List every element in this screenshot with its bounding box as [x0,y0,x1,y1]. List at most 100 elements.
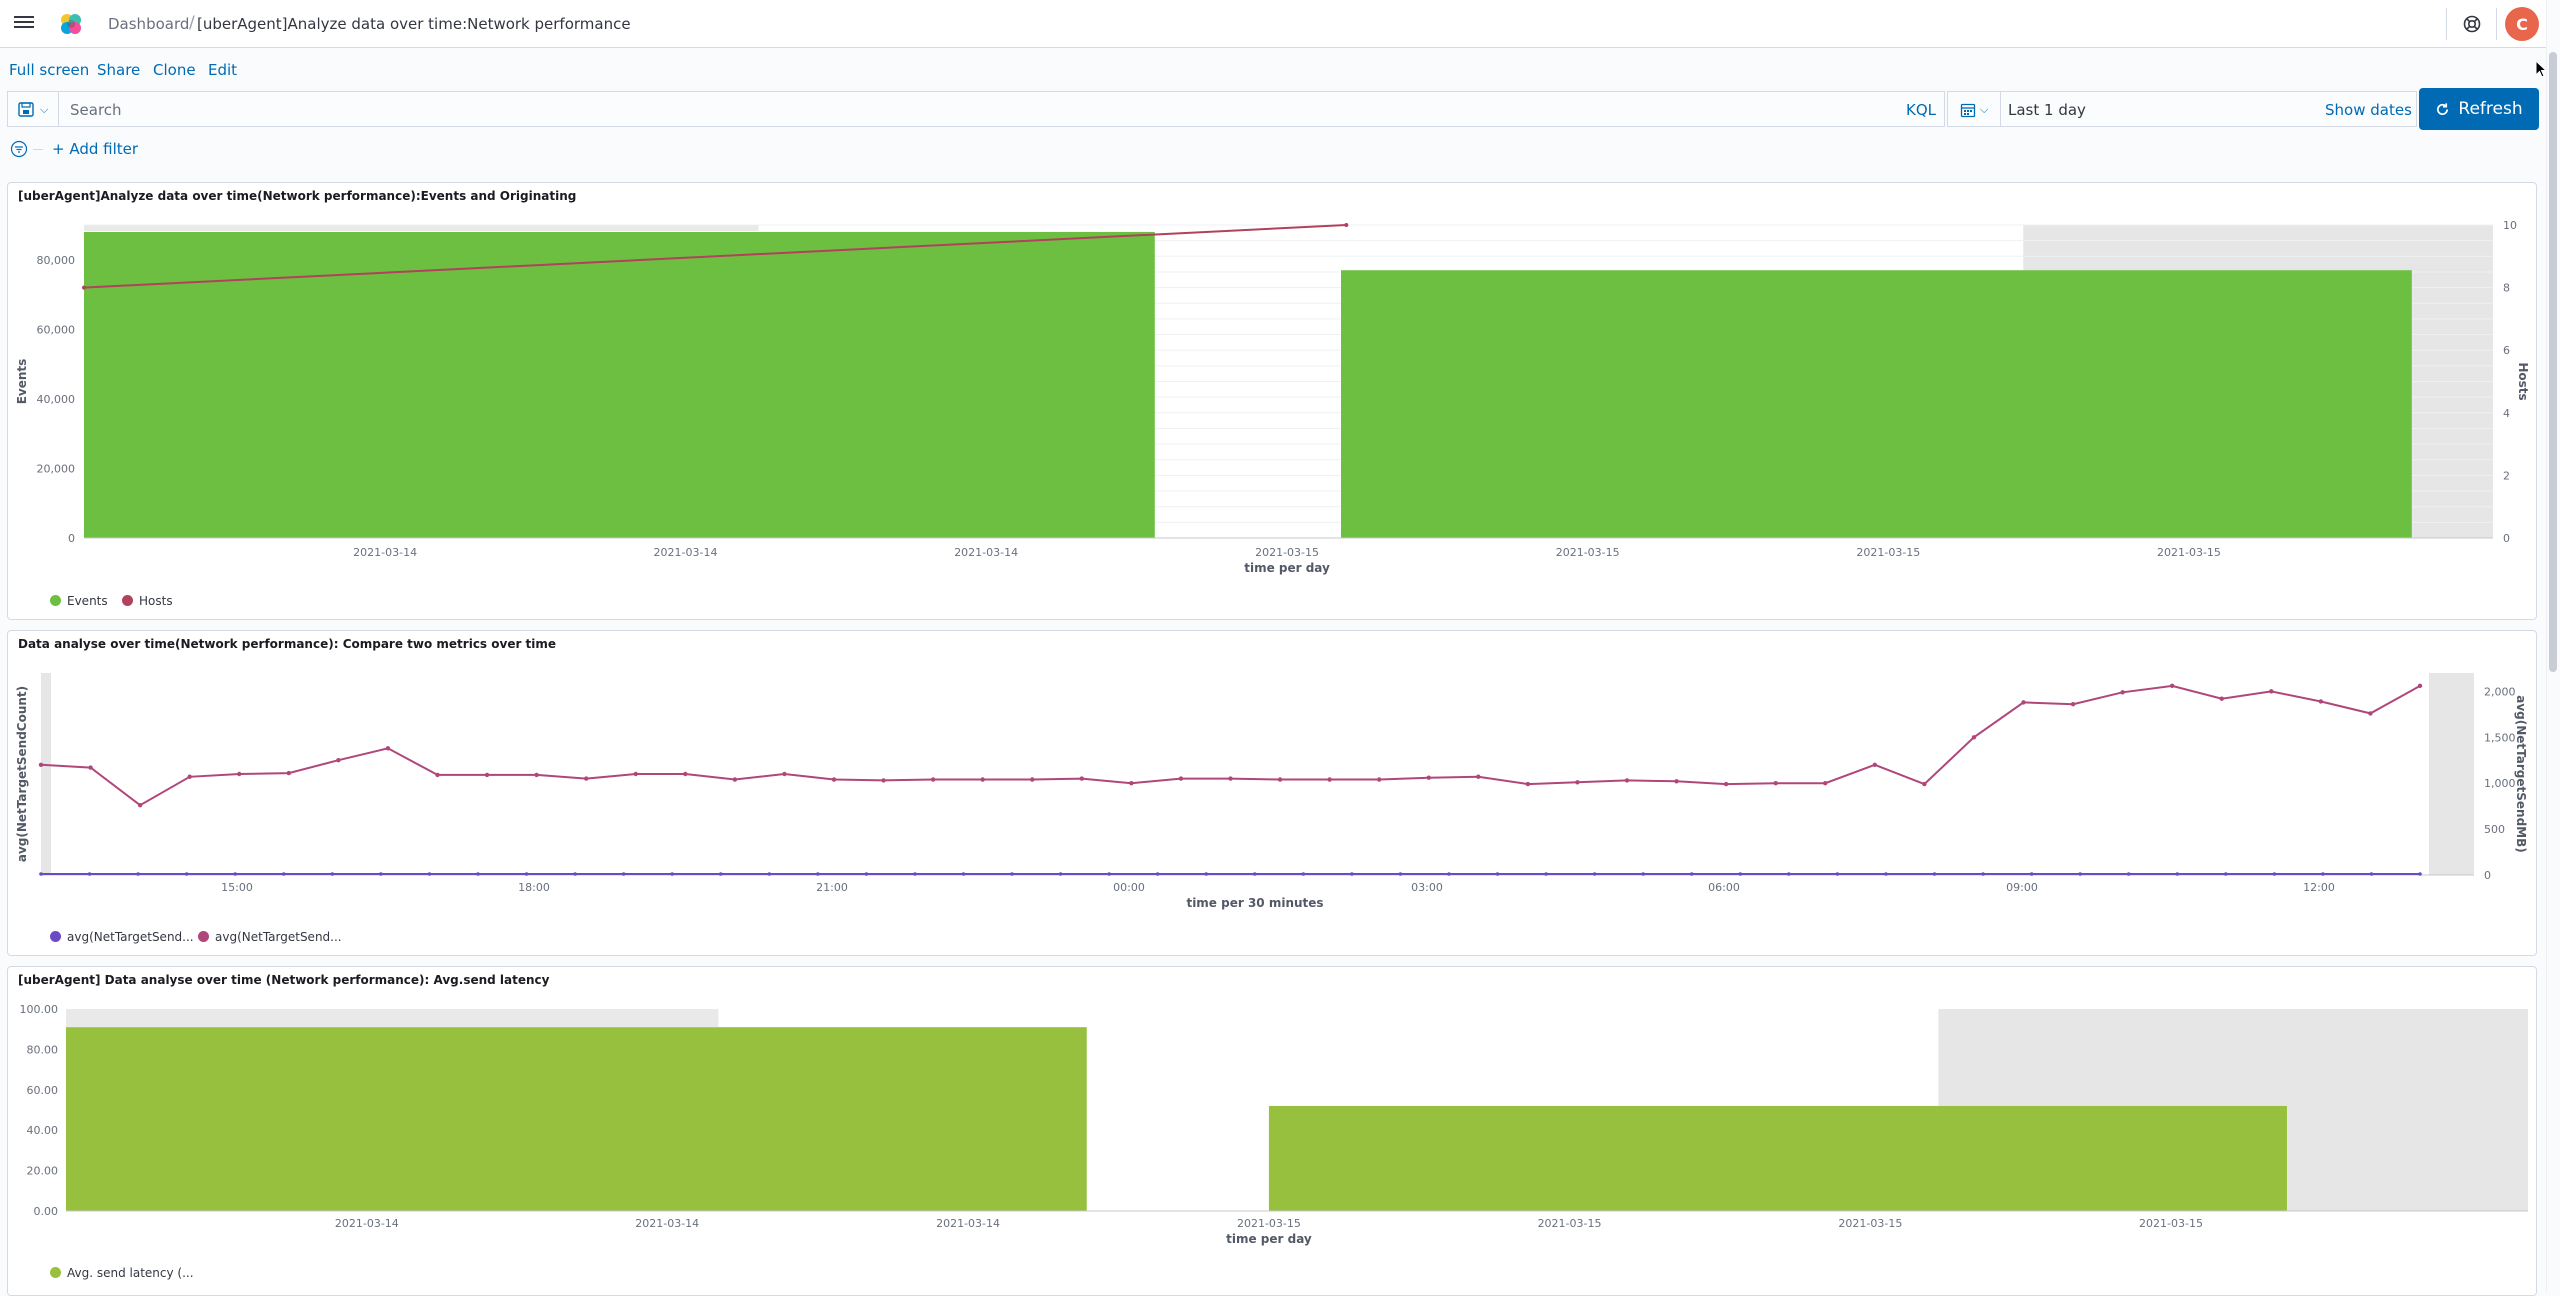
point-send-count [427,872,432,876]
point-send-mb [385,746,391,751]
point-hosts [82,285,86,290]
search-query-bar: ⌵ Search KQL [7,91,1945,127]
point-send-count [1981,872,1985,876]
point-send-count [1884,872,1888,876]
x-tick-label: 03:00 [1411,881,1443,894]
point-send-count [767,872,772,876]
menu-icon[interactable] [14,13,34,33]
point-send-mb [782,771,787,777]
point-send-count [1398,872,1403,876]
point-send-count [524,872,529,876]
point-send-count [136,872,140,876]
scrollbar-thumb[interactable] [2549,52,2557,672]
x-axis-title: time per day [1226,1232,1312,1246]
refresh-label: Refresh [2458,99,2523,119]
help-icon[interactable] [2462,14,2482,34]
compare-metrics-chart: 0 500 1,000 1,500 2,000 15:00 18:00 21:00 00:00 0… [15,673,2528,910]
x-tick-label: 2021-03-14 [635,1217,699,1230]
time-range-value[interactable]: Last 1 day [2008,101,2086,119]
x-tick-label: 15:00 [221,881,253,894]
point-send-mb [435,772,440,778]
y2-tick-label: 4 [2503,407,2510,420]
y2-tick-label: 10 [2503,219,2517,232]
y-tick-label: 20.00 [27,1165,59,1178]
breadcrumb-dashboard[interactable]: Dashboard [108,15,190,33]
y2-tick-label: 1,500 [2484,731,2516,744]
y-tick-label: 60.00 [27,1084,59,1097]
point-send-mb [2318,699,2324,704]
x-tick-label: 2021-03-14 [954,546,1018,559]
show-dates-button[interactable]: Show dates [2325,101,2412,119]
x-tick-label: 2021-03-15 [1838,1217,1902,1230]
panel-title: [uberAgent] Data analyse over time (Netw… [18,973,550,987]
point-send-mb [2219,696,2224,701]
point-send-mb [1575,780,1580,785]
compare-two-metrics-panel: Data analyse over time(Network performan… [7,630,2537,956]
share-link[interactable]: Share [97,61,141,79]
filter-icon[interactable] [10,140,28,158]
point-send-mb [88,765,93,770]
point-send-count [670,872,674,876]
point-send-mb [484,772,490,778]
elastic-logo-icon[interactable] [58,11,84,37]
point-send-mb [1872,762,1878,768]
full-screen-link[interactable]: Full screen [9,61,90,79]
legend-item-send-mb[interactable]: avg(NetTargetSend... [198,930,342,944]
x-tick-label: 2021-03-15 [2157,546,2221,559]
line-avg-net-target-send-mb [40,684,2421,807]
divider [58,92,59,126]
y-tick-label: 80,000 [37,254,76,267]
bar-events-2021-03-14 [84,231,1155,538]
point-send-mb [831,777,837,782]
x-tick-label: 2021-03-15 [1237,1217,1301,1230]
y2-axis-title: avg(NetTargetSendMB) [2514,695,2528,853]
point-send-count [1155,872,1160,876]
y-axis-title: Events [15,359,29,405]
point-send-mb [1376,777,1382,782]
legend-item-events[interactable]: Events [50,594,108,608]
y-tick-label: 100.00 [20,1003,59,1016]
point-send-mb [1624,778,1630,783]
clone-link[interactable]: Clone [153,61,196,79]
bar-events-2021-03-15 [1341,270,2412,538]
point-send-count [2029,872,2034,876]
y-tick-label: 0.00 [34,1205,59,1218]
search-input[interactable]: Search [70,101,122,119]
point-send-count [2175,872,2180,876]
out-of-range-band [2429,673,2474,875]
edit-link[interactable]: Edit [208,61,238,79]
bar-avg-send-latency-2021-03-14 [66,1027,1087,1211]
point-send-count [961,872,966,876]
point-send-mb [1773,780,1778,786]
point-send-count [330,872,335,876]
calendar-icon[interactable] [1960,102,1976,118]
x-tick-label: 2021-03-14 [335,1217,399,1230]
point-send-count [718,872,723,876]
add-filter-button[interactable]: + Add filter [52,140,139,158]
chevron-down-icon[interactable]: ⌵ [1980,103,1989,116]
chevron-down-icon[interactable]: ⌵ [40,103,49,116]
y2-tick-label: 0 [2503,532,2510,545]
legend-item-avg-send-latency[interactable]: Avg. send latency (... [50,1266,194,1280]
x-tick-label: 2021-03-14 [353,546,417,559]
events-hosts-chart: 0 20,000 40,000 60,000 80,000 0 2 4 6 8 10 2021-03-… [15,219,2530,575]
refresh-icon [2437,102,2449,115]
user-avatar[interactable]: C [2505,7,2539,41]
point-send-count [1689,872,1694,876]
legend-item-hosts[interactable]: Hosts [122,594,173,608]
y-tick-label: 20,000 [37,462,76,475]
point-send-mb [2021,700,2026,705]
legend-item-send-count[interactable]: avg(NetTargetSend... [50,930,194,944]
point-send-count [2321,872,2325,876]
point-send-mb [1426,775,1431,780]
refresh-button[interactable]: Refresh [2419,88,2539,130]
out-of-range-band [66,1009,719,1027]
query-language-toggle[interactable]: KQL [1906,101,1936,119]
point-send-mb [2269,689,2274,694]
saved-query-icon[interactable] [18,102,34,117]
point-send-count [2272,872,2277,876]
point-send-mb [2070,702,2076,707]
x-tick-label: 2021-03-15 [1856,546,1920,559]
point-send-count [1592,872,1597,876]
point-send-mb [1476,774,1481,779]
